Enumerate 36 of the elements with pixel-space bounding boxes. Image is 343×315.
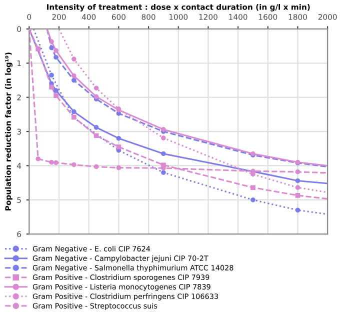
point: [49, 39, 54, 44]
point: [36, 46, 41, 52]
point: [54, 48, 58, 53]
point: [250, 197, 256, 202]
point: [250, 185, 256, 190]
point: [94, 94, 99, 100]
point: [54, 54, 58, 60]
point: [94, 133, 99, 138]
point: [49, 45, 54, 50]
point: [36, 156, 41, 162]
point: [295, 169, 300, 174]
point: [161, 136, 166, 140]
point: [72, 162, 76, 168]
point: [49, 84, 54, 90]
point: [116, 165, 122, 170]
point: [72, 109, 76, 114]
point: [116, 144, 122, 150]
point: [72, 114, 76, 120]
point: [94, 164, 99, 170]
point: [295, 185, 300, 190]
point: [49, 72, 54, 78]
point: [72, 56, 76, 62]
point: [54, 160, 58, 166]
point: [72, 73, 76, 78]
point: [54, 88, 58, 93]
point: [49, 160, 54, 165]
point: [295, 208, 300, 213]
point: [161, 170, 166, 175]
point: [72, 78, 76, 83]
point: [161, 151, 166, 156]
point: [94, 86, 99, 91]
point: [54, 93, 58, 98]
point: [116, 136, 122, 141]
point: [295, 193, 300, 198]
point: [295, 178, 300, 184]
point: [94, 125, 99, 130]
